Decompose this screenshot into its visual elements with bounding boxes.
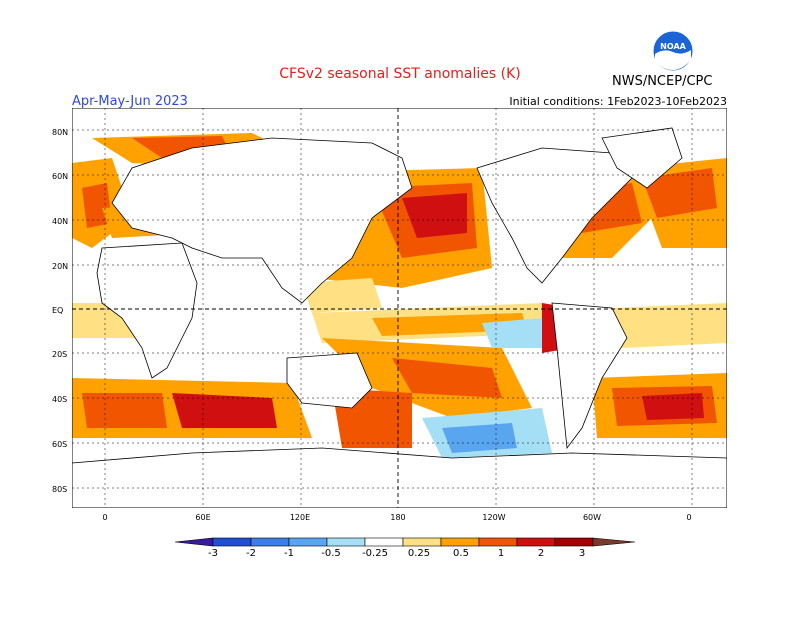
lon-label-180: 180 <box>390 513 406 522</box>
lat-label-80s: 80S <box>52 485 68 494</box>
colorbar-segments <box>175 537 635 547</box>
lat-label-40n: 40N <box>52 217 69 226</box>
colorbar-label: 0.25 <box>407 548 431 559</box>
colorbar-seg <box>326 537 366 547</box>
colorbar-label: 0.5 <box>453 548 469 559</box>
lat-label-60s: 60S <box>52 440 68 449</box>
forecast-period: Apr-May-Jun 2023 <box>72 94 188 109</box>
lon-label-60w: 60W <box>582 513 602 522</box>
lat-label-60n: 60N <box>52 172 69 181</box>
svg-text:NOAA: NOAA <box>660 42 686 51</box>
colorbar-seg <box>212 537 252 547</box>
initial-conditions: Initial conditions: 1Feb2023-10Feb2023 <box>509 95 727 108</box>
colorbar-seg <box>402 537 442 547</box>
land-masses <box>72 127 727 508</box>
colorbar-arrow-max <box>592 537 635 547</box>
colorbar-arrow-min <box>175 537 214 547</box>
lon-label-0: 0 <box>102 513 108 522</box>
noaa-logo: NOAA <box>652 30 694 72</box>
colorbar-seg <box>288 537 328 547</box>
colorbar-seg <box>440 537 480 547</box>
agency-label: NWS/NCEP/CPC <box>612 74 713 89</box>
graticule <box>72 108 727 508</box>
colorbar-label: -2 <box>246 548 256 559</box>
colorbar-label: -3 <box>208 548 218 559</box>
colorbar-seg <box>516 537 556 547</box>
lat-label-20n: 20N <box>52 262 69 271</box>
lat-label-eq: EQ <box>52 306 64 315</box>
lon-label-120e: 120E <box>289 513 311 522</box>
chart-title: CFSv2 seasonal SST anomalies (K) <box>279 66 521 82</box>
lat-label-20s: 20S <box>52 350 68 359</box>
colorbar-label: -0.5 <box>321 548 341 559</box>
colorbar-seg <box>250 537 290 547</box>
sst-anomaly-map <box>72 108 727 508</box>
colorbar-label: -0.25 <box>362 548 388 559</box>
colorbar-seg <box>478 537 518 547</box>
lon-label-0-east: 0 <box>686 513 692 522</box>
lat-label-40s: 40S <box>52 395 68 404</box>
colorbar-label: 3 <box>578 548 586 559</box>
lon-label-120w: 120W <box>482 513 506 522</box>
colorbar-seg <box>554 537 594 547</box>
colorbar-seg <box>364 537 404 547</box>
colorbar-label: 2 <box>537 548 545 559</box>
colorbar-label: 1 <box>497 548 505 559</box>
lon-label-60e: 60E <box>195 513 211 522</box>
colorbar-label: -1 <box>284 548 294 559</box>
colorbar <box>175 537 635 547</box>
lat-label-80n: 80N <box>52 128 69 137</box>
